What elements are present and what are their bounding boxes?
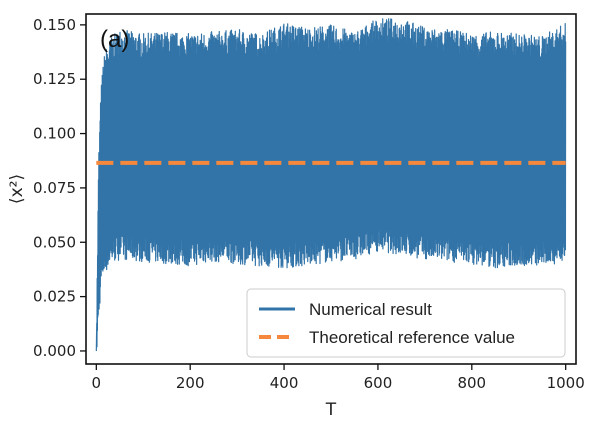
legend-label: Numerical result: [309, 300, 432, 319]
series-numerical-result-line: [95, 18, 567, 351]
axes: 0 200 400 600 800 1000 0.000 0.025 0.050 0.075 0.1…: [33, 13, 585, 392]
plot-area: [95, 18, 567, 351]
x-tick-label: 600: [364, 374, 393, 392]
x-tick-label: 800: [457, 374, 486, 392]
legend: Numerical result Theoretical reference va…: [246, 288, 566, 358]
legend-label: Theoretical reference value: [309, 328, 515, 347]
panel-label: (a): [100, 26, 129, 53]
y-tick-label: 0.025: [33, 288, 76, 306]
x-tick-label: 400: [270, 374, 299, 392]
y-axis-label: ⟨x²⟩: [7, 174, 27, 204]
y-tick-label: 0.000: [33, 342, 76, 360]
x-tick-label: 1000: [547, 374, 585, 392]
x-tick-label: 200: [176, 374, 205, 392]
y-tick-label: 0.075: [33, 179, 76, 197]
y-tick-label: 0.100: [33, 125, 76, 143]
legend-box: [246, 288, 566, 358]
y-tick-label: 0.150: [33, 16, 76, 34]
x-axis-label: T: [325, 400, 337, 420]
y-tick-label: 0.125: [33, 70, 76, 88]
plot-frame: [85, 13, 577, 365]
y-tick-label: 0.050: [33, 233, 76, 251]
x-tick-label: 0: [92, 374, 102, 392]
